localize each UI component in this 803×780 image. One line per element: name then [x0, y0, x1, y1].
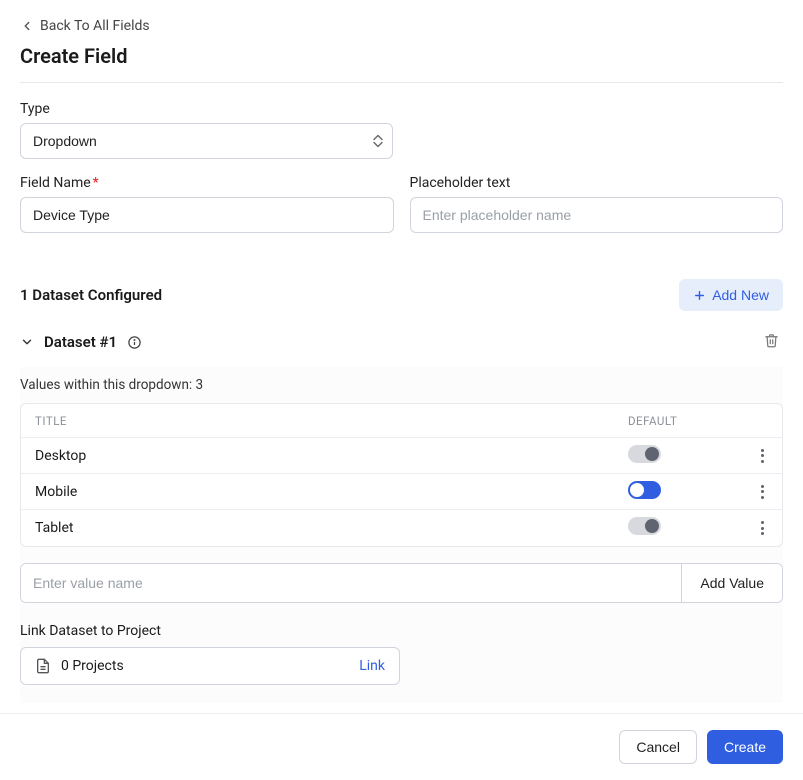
- trash-icon: [764, 333, 779, 348]
- type-select[interactable]: [20, 123, 393, 159]
- document-icon: [35, 658, 51, 674]
- field-name-input[interactable]: [20, 197, 394, 233]
- row-menu-button[interactable]: [757, 445, 768, 467]
- divider: [20, 82, 783, 83]
- projects-count: 0 Projects: [61, 658, 124, 674]
- link-dataset-box: 0 Projects Link: [20, 647, 400, 685]
- plus-icon: [693, 289, 706, 302]
- row-menu-button[interactable]: [757, 481, 768, 503]
- values-count-label: Values within this dropdown: 3: [20, 377, 783, 393]
- col-title: TITLE: [35, 414, 628, 428]
- placeholder-label: Placeholder text: [410, 175, 784, 191]
- add-value-input[interactable]: [21, 564, 681, 602]
- add-value-button[interactable]: Add Value: [681, 564, 782, 602]
- chevron-down-icon[interactable]: [20, 335, 34, 349]
- col-default: DEFAULT: [628, 414, 728, 428]
- link-action[interactable]: Link: [359, 658, 385, 674]
- default-toggle[interactable]: [628, 445, 661, 463]
- default-toggle[interactable]: [628, 481, 661, 499]
- table-row: Desktop: [21, 438, 782, 474]
- add-new-label: Add New: [712, 287, 769, 303]
- back-link[interactable]: Back To All Fields: [20, 18, 150, 34]
- add-new-dataset-button[interactable]: Add New: [679, 279, 783, 311]
- field-name-label: Field Name*: [20, 175, 394, 191]
- table-row: Tablet: [21, 510, 782, 546]
- values-table: TITLE DEFAULT Desktop Mobile: [20, 403, 783, 547]
- page-title: Create Field: [20, 44, 783, 68]
- table-row: Mobile: [21, 474, 782, 510]
- chevron-left-icon: [20, 19, 34, 33]
- row-menu-button[interactable]: [757, 517, 768, 539]
- info-icon[interactable]: [127, 335, 142, 350]
- dataset-name: Dataset #1: [44, 333, 117, 351]
- row-title: Tablet: [35, 520, 628, 536]
- delete-dataset-button[interactable]: [760, 329, 783, 355]
- row-title: Desktop: [35, 448, 628, 464]
- placeholder-input[interactable]: [410, 197, 784, 233]
- link-dataset-label: Link Dataset to Project: [20, 623, 783, 639]
- row-title: Mobile: [35, 484, 628, 500]
- back-link-label: Back To All Fields: [40, 18, 150, 34]
- type-label: Type: [20, 101, 783, 117]
- default-toggle[interactable]: [628, 517, 661, 535]
- datasets-count-label: 1 Dataset Configured: [20, 286, 162, 304]
